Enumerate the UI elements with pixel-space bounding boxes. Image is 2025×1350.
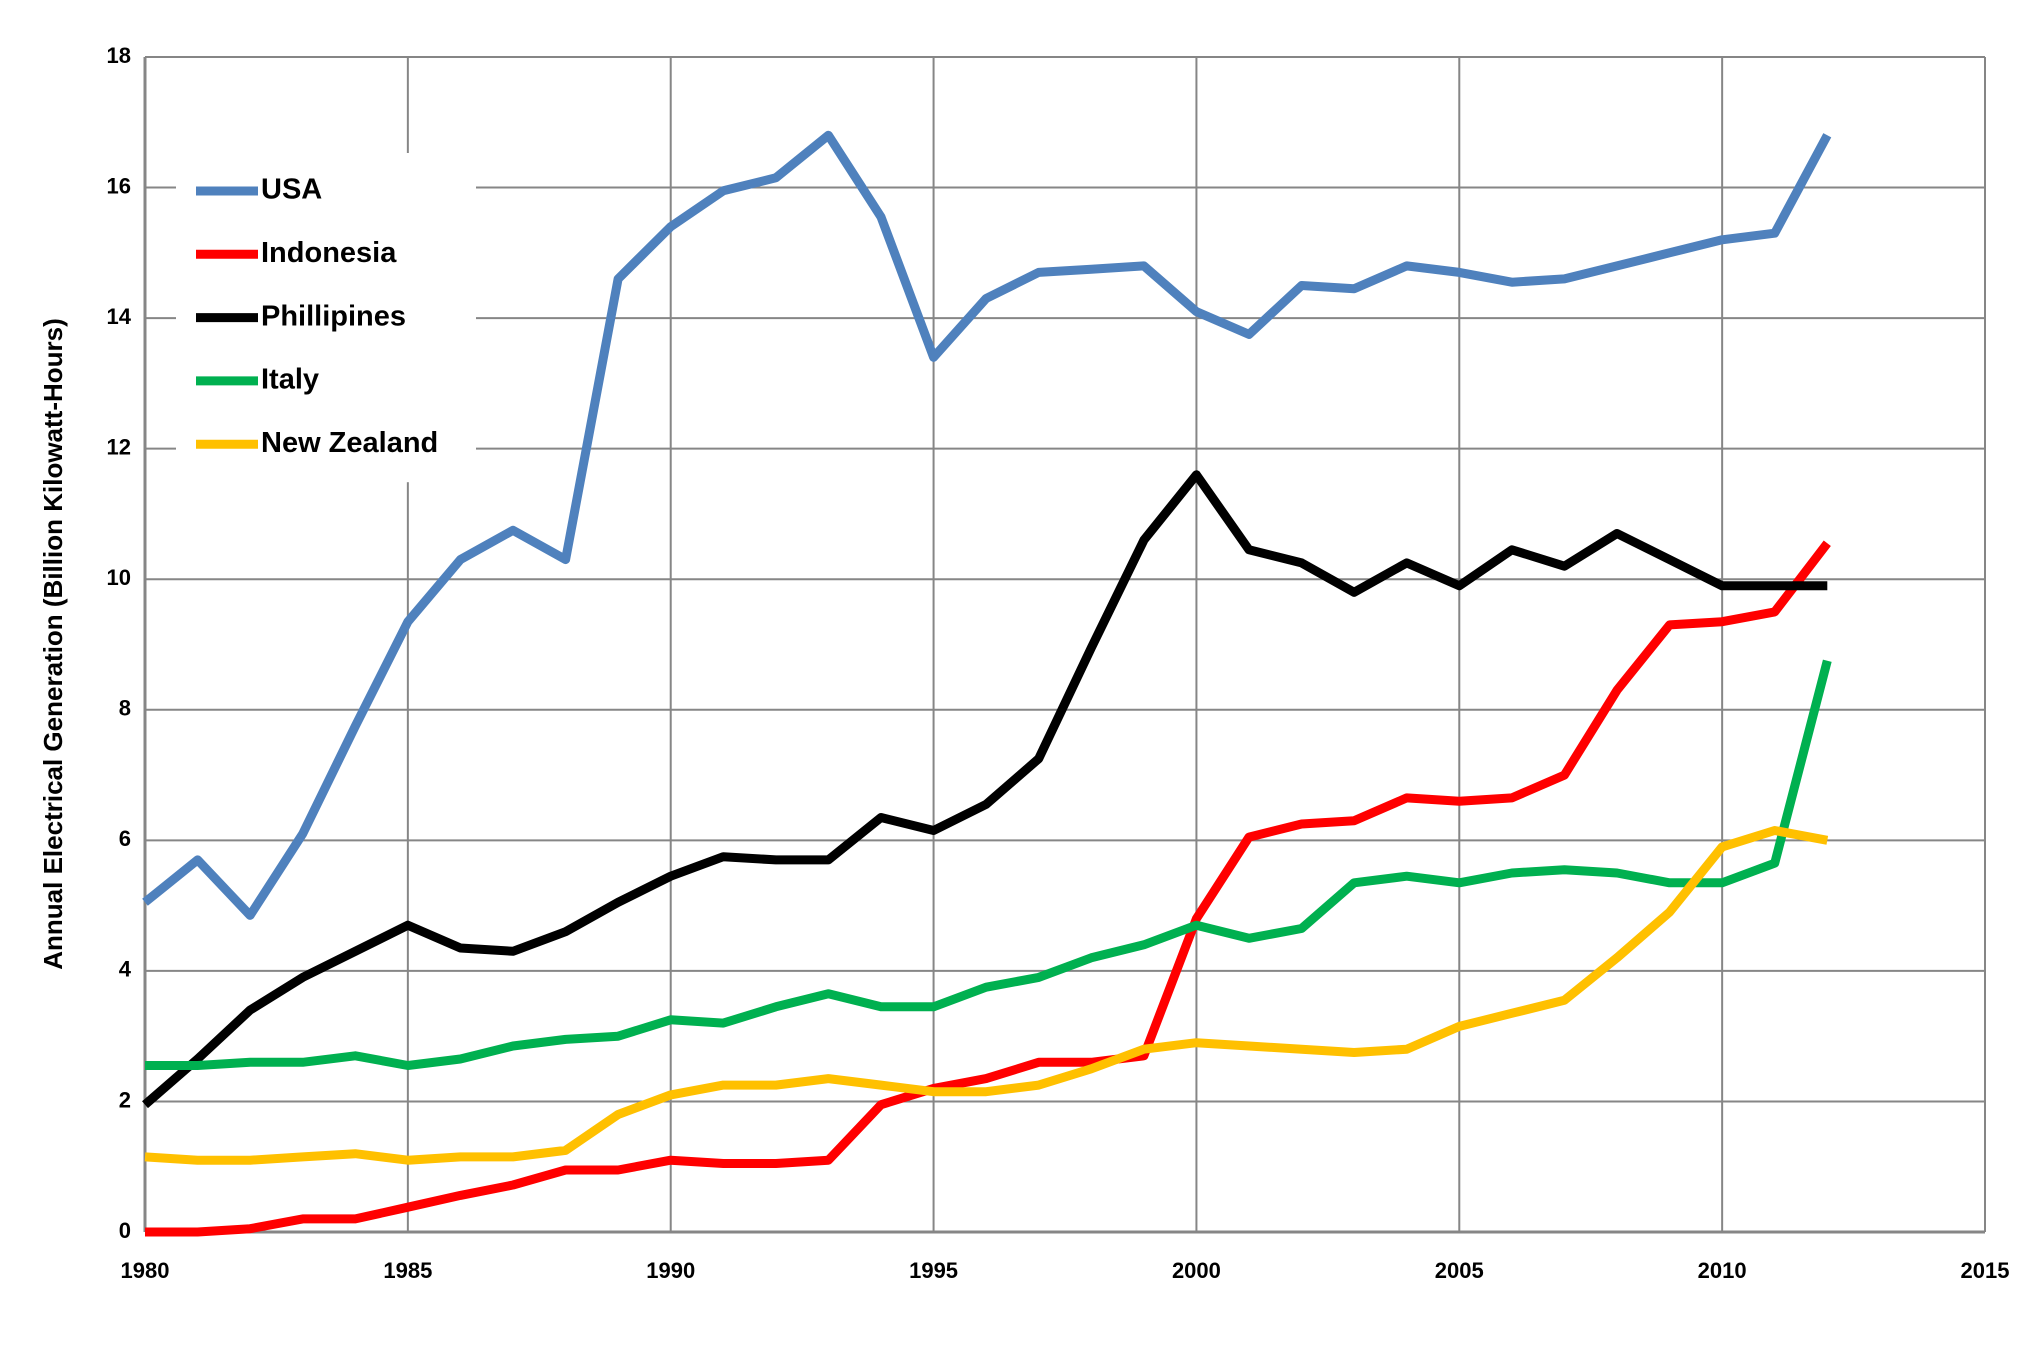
y-tick-label: 0 [119,1218,131,1243]
y-tick-label: 18 [107,43,131,68]
x-tick-label: 2015 [1961,1258,2010,1283]
y-axis-label: Annual Electrical Generation (Billion Ki… [38,318,68,970]
series-line [144,826,1829,1165]
legend-label: Indonesia [261,237,397,269]
legend-label: New Zealand [261,427,438,459]
x-tick-label: 2000 [1172,1258,1221,1283]
series-line [145,659,1832,1070]
x-tick-label: 1995 [909,1258,958,1283]
x-tick-label: 2010 [1698,1258,1747,1283]
series-line [145,540,1831,1237]
y-tick-label: 8 [119,696,131,721]
y-tick-label: 2 [119,1087,131,1112]
y-tick-label: 14 [107,304,132,329]
legend-label: Italy [261,364,319,396]
y-tick-label: 16 [107,173,131,198]
legend-label: Phillipines [261,300,406,332]
y-tick-label: 12 [107,434,131,459]
series-line [142,130,1832,920]
x-tick-label: 1990 [646,1258,695,1283]
x-tick-label: 1985 [383,1258,432,1283]
series-line [142,470,1828,1109]
y-tick-label: 10 [107,565,131,590]
legend-label: USA [261,174,322,206]
y-tick-label: 6 [119,826,131,851]
x-tick-label: 2005 [1435,1258,1484,1283]
y-tick-label: 4 [119,957,132,982]
x-tick-label: 1980 [121,1258,170,1283]
